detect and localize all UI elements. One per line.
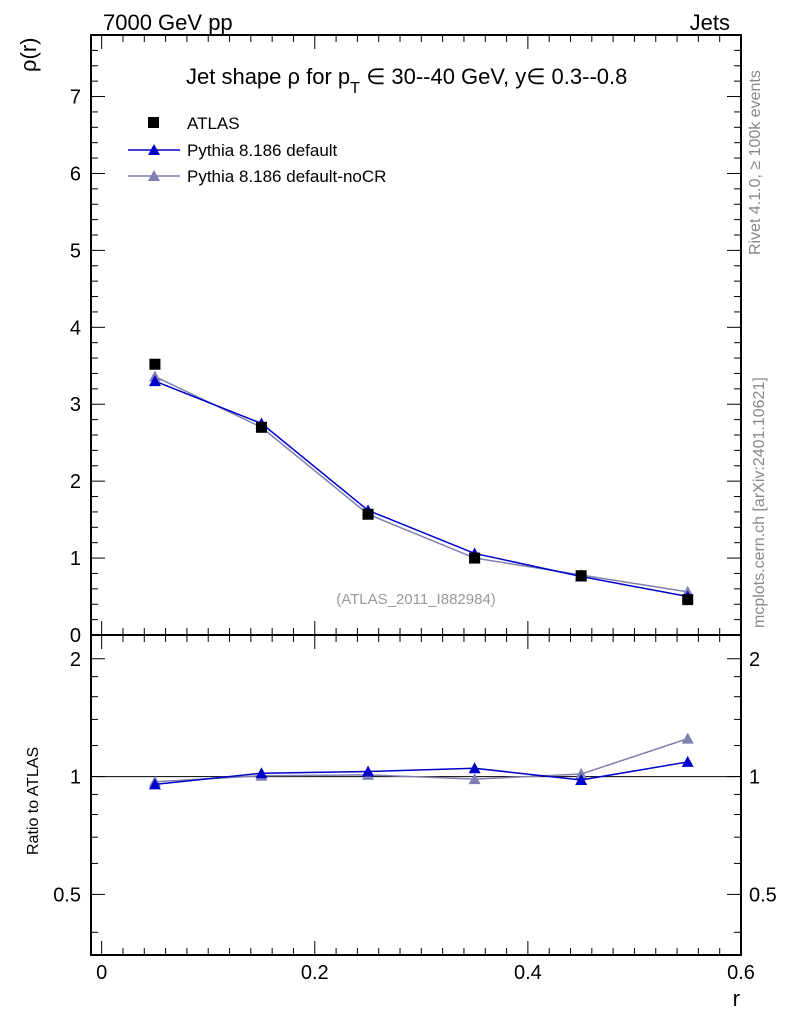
ratio-point-default [575, 773, 588, 785]
x-axis-label: r [733, 986, 740, 1011]
legend-label-atlas: ATLAS [187, 114, 240, 133]
ratio-y-tick-label-right: 1 [749, 767, 760, 789]
analysis-id: (ATLAS_2011_I882984) [336, 591, 496, 608]
ratio-panel-frame [90, 634, 742, 956]
main-y-tick-label: 5 [70, 240, 81, 262]
ratio-y-tick-label-right: 2 [749, 649, 760, 671]
x-tick-label: 0.2 [301, 962, 329, 984]
axes-layer: 0 1 2 3 4 5 6 7 0 0.2 0.4 0.6 0.5 0.5 1 1 2 2 [53, 35, 777, 984]
main-y-tick-label: 0 [70, 625, 81, 647]
ratio-y-tick-label-right: 0.5 [749, 884, 777, 906]
legend-marker-default [148, 144, 160, 155]
main-y-tick-label: 1 [70, 548, 81, 570]
main-point-atlas [362, 508, 374, 520]
x-tick-label: 0.4 [514, 962, 542, 984]
main-title: Jet shape ρ for pT ∈ 30--40 GeV, y∈ 0.3-… [186, 64, 627, 97]
rivet-label: Rivet 4.1.0, ≥ 100k events [747, 70, 764, 255]
ratio-point-default [468, 762, 481, 774]
ratio-y-axis-label: Ratio to ATLAS [25, 747, 42, 855]
main-point-atlas [575, 570, 587, 582]
ratio-series-line-default [154, 761, 688, 786]
ratio-point-default [681, 755, 694, 767]
main-y-axis-label: ρ(r) [16, 38, 41, 73]
main-point-atlas [469, 552, 481, 564]
main-y-tick-label: 6 [70, 163, 81, 185]
header-right: Jets [690, 10, 730, 35]
ratio-point-default [255, 767, 268, 779]
ratio-point-default [148, 778, 161, 790]
marks-layer [148, 358, 694, 790]
main-point-atlas [149, 358, 161, 370]
main-series-line-nocr [154, 375, 688, 593]
ratio-point-nocr [468, 773, 481, 785]
x-tick-label: 0.6 [727, 962, 755, 984]
main-point-atlas [682, 594, 694, 606]
legend-label-nocr: Pythia 8.186 default-noCR [187, 167, 386, 186]
legend-label-default: Pythia 8.186 default [187, 141, 338, 160]
main-y-tick-label: 4 [70, 317, 81, 339]
main-point-default [148, 375, 161, 387]
main-y-tick-label: 3 [70, 394, 81, 416]
ratio-series-line-nocr [154, 737, 688, 783]
header-left: 7000 GeV pp [103, 10, 233, 35]
main-y-tick-label: 7 [70, 87, 81, 109]
ratio-y-tick-label-left: 1 [70, 767, 81, 789]
x-tick-label: 0 [96, 962, 107, 984]
ratio-point-default [362, 765, 375, 777]
ratio-point-nocr [575, 768, 588, 780]
main-series-line-default [154, 380, 688, 598]
legend-marker-atlas [148, 117, 159, 128]
main-y-tick-label: 2 [70, 471, 81, 493]
main-point-atlas [255, 421, 267, 433]
ratio-y-tick-label-left: 2 [70, 649, 81, 671]
mcplots-label: mcplots.cern.ch [arXiv:2401.10621] [751, 377, 768, 628]
legend: ATLAS Pythia 8.186 default Pythia 8.186 … [128, 114, 386, 186]
legend-marker-nocr [148, 170, 160, 181]
ratio-point-nocr [681, 732, 694, 744]
ratio-y-tick-label-left: 0.5 [53, 884, 81, 906]
